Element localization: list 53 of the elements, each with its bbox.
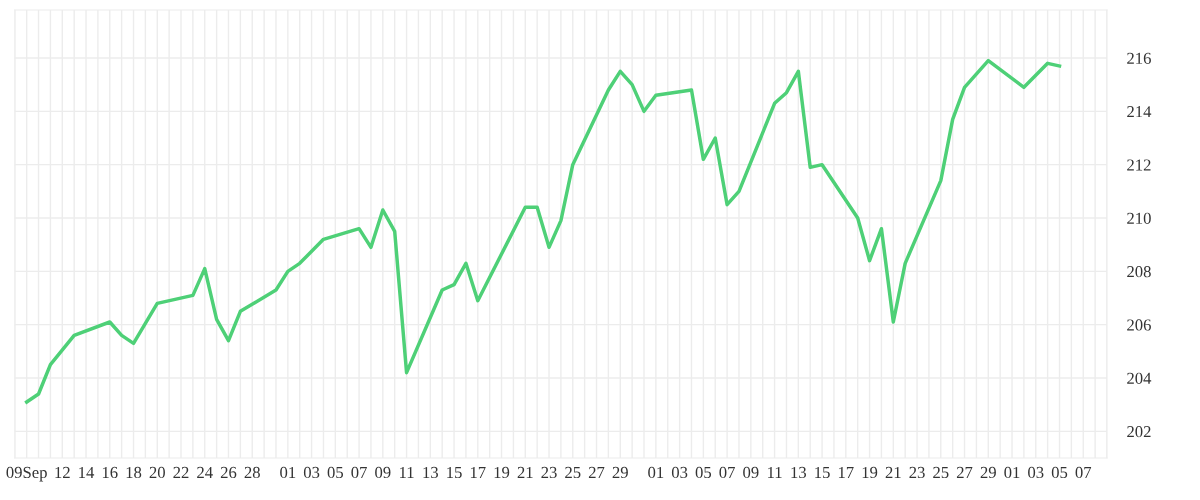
x-tick-label: 19 (862, 466, 878, 479)
y-tick-label: 206 (1127, 319, 1151, 331)
x-tick-label: 14 (79, 466, 95, 478)
x-tick-label: 27 (956, 466, 973, 478)
x-tick-label: 17 (470, 466, 486, 478)
x-tick-label: 25 (933, 466, 949, 479)
y-tick-label: 202 (1127, 426, 1151, 438)
x-tick-label: 21 (517, 466, 533, 478)
x-tick-label: 03 (1028, 466, 1044, 479)
x-tick-label: 26 (220, 466, 237, 479)
x-tick-label: 09 (375, 466, 391, 479)
x-tick-label: 16 (102, 466, 118, 479)
x-tick-label: 21 (885, 466, 901, 478)
x-tick-label: 07 (719, 466, 735, 479)
x-tick-label: 25 (565, 466, 581, 479)
x-tick-label: 09 (743, 466, 759, 479)
x-tick-label: 05 (327, 466, 344, 479)
x-tick-label: 29 (980, 466, 996, 479)
x-tick-label: 23 (541, 466, 557, 479)
x-tick-label: 07 (1075, 466, 1092, 479)
x-tick-label: 13 (423, 466, 438, 479)
x-tick-label: 03 (303, 466, 320, 479)
y-tick-label: 204 (1127, 372, 1152, 384)
x-tick-label: 05 (1051, 466, 1068, 479)
x-tick-label: 05 (695, 466, 712, 479)
x-tick-label: 03 (671, 466, 688, 479)
x-tick-label: 11 (768, 466, 782, 478)
x-tick-label: 20 (149, 466, 165, 479)
x-tick-label: 12 (55, 466, 70, 478)
y-tick-label: 212 (1127, 159, 1151, 171)
x-tick-label: 27 (588, 466, 605, 478)
x-tick-label: 18 (126, 466, 142, 479)
x-tick-label: 13 (791, 466, 807, 479)
y-tick-label: 210 (1127, 212, 1151, 224)
x-tick-label: 01 (1004, 466, 1020, 479)
x-tick-label: 15 (447, 466, 462, 479)
y-tick-label: 214 (1127, 106, 1152, 118)
x-tick-label: 24 (197, 466, 213, 478)
x-tick-label: 23 (909, 466, 925, 479)
line-series (24, 58, 1062, 404)
x-tick-label: 07 (351, 466, 367, 479)
y-tick-label: 208 (1127, 266, 1151, 278)
x-tick-label: 19 (494, 466, 510, 479)
x-tick-label: 01 (648, 466, 664, 479)
x-tick-label: 09Sep (6, 466, 47, 482)
x-tick-label: 29 (612, 466, 628, 479)
x-tick-label: 17 (838, 466, 854, 478)
y-tick-label: 216 (1127, 52, 1151, 64)
x-tick-label: 22 (173, 466, 189, 478)
x-tick-label: 15 (815, 466, 830, 479)
x-tick-label: 01 (280, 466, 296, 479)
x-tick-label: 28 (244, 466, 260, 479)
x-tick-label: 11 (400, 466, 414, 478)
